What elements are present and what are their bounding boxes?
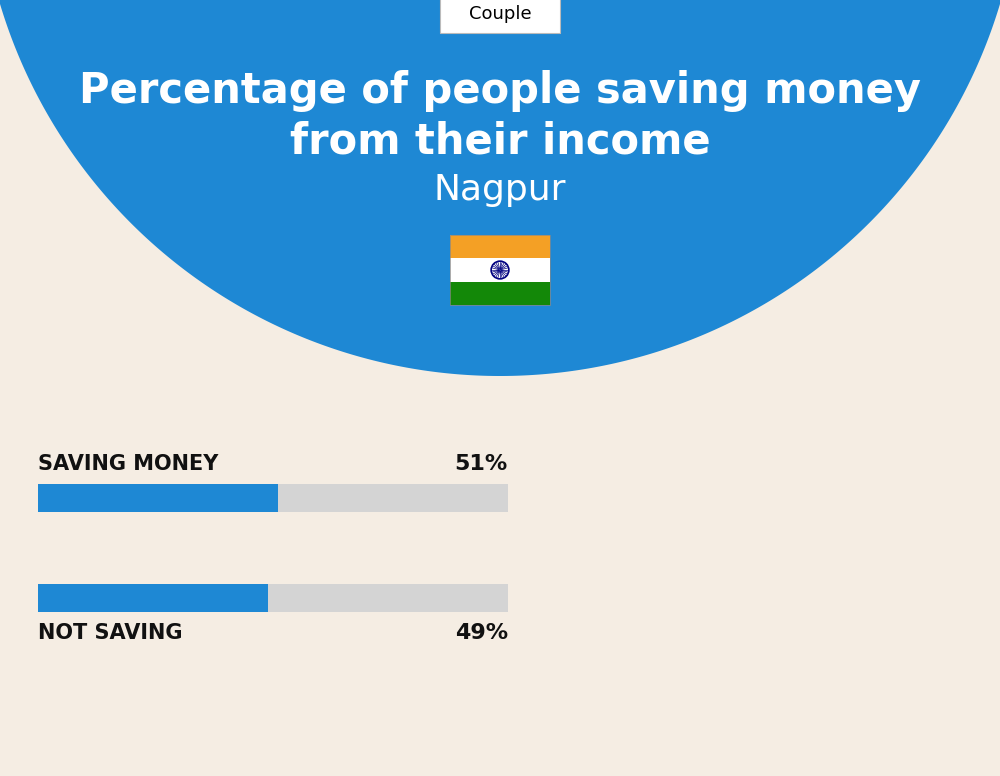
Text: 51%: 51%	[455, 454, 508, 474]
Bar	[38, 584, 268, 612]
Text: Percentage of people saving money: Percentage of people saving money	[79, 70, 921, 112]
Circle shape	[499, 269, 501, 271]
Bar	[38, 484, 278, 512]
Bar	[38, 484, 508, 512]
Text: Nagpur: Nagpur	[434, 173, 566, 207]
Text: Couple: Couple	[469, 5, 531, 23]
Bar	[450, 235, 550, 258]
Bar	[450, 282, 550, 305]
Bar	[450, 235, 550, 305]
Text: 49%: 49%	[455, 623, 508, 643]
Text: SAVING MONEY: SAVING MONEY	[38, 454, 218, 474]
Polygon shape	[0, 0, 1000, 376]
Text: NOT SAVING: NOT SAVING	[38, 623, 182, 643]
Bar	[450, 258, 550, 282]
Bar	[38, 584, 508, 612]
Text: from their income: from their income	[290, 120, 710, 162]
FancyBboxPatch shape	[440, 0, 560, 33]
